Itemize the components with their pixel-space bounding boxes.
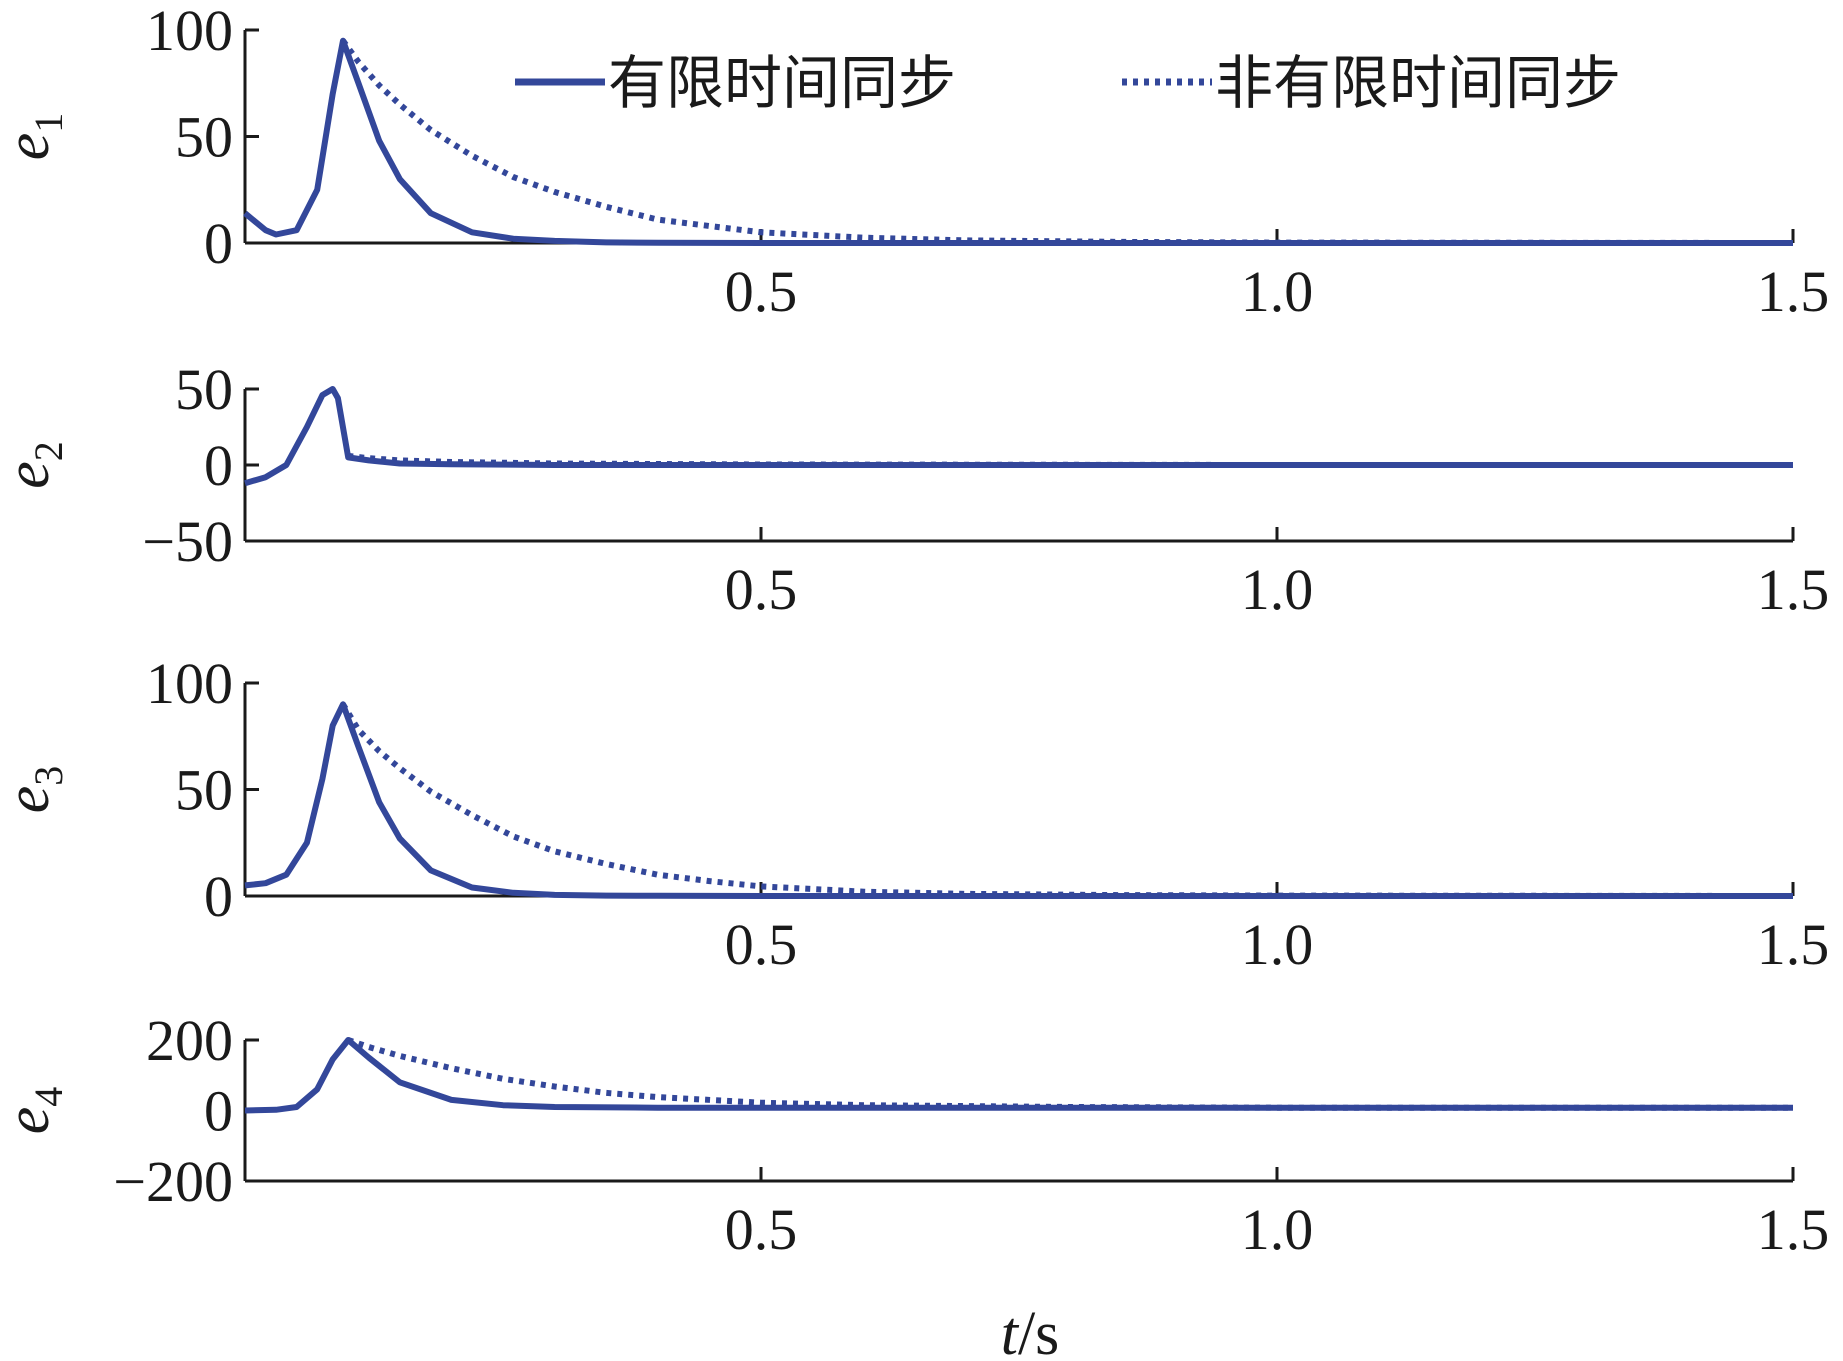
y-tick-label: 100 [146, 0, 233, 63]
panel-1: 0 50 100 0.5 1.0 1.5 e1 [0, 0, 1829, 324]
series-line-finite [243, 37, 1793, 246]
x-axis-label: t/s [1001, 1300, 1060, 1361]
y-tick-label: 0 [204, 211, 233, 276]
y-tick-label: 50 [175, 105, 233, 170]
series-line-finite [244, 1037, 1793, 1114]
y-axis-label: e2 [0, 441, 71, 489]
y-axis-label-subscript: 3 [26, 766, 71, 786]
y-axis-label-symbol: e [0, 786, 62, 814]
y-tick-label: −50 [142, 509, 233, 574]
x-tick-label: 1.0 [1241, 259, 1314, 324]
legend-label-nonfinite: 非有限时间同步 [1215, 49, 1621, 117]
panel-2: −50 0 50 0.5 1.0 1.5 e2 [0, 357, 1829, 622]
y-axis-label-symbol: e [0, 133, 62, 161]
y-tick-label: 0 [204, 1079, 233, 1144]
y-axis-label-symbol: e [0, 461, 62, 489]
y-axis-label-symbol: e [0, 1107, 62, 1135]
series-line-nonfinite [347, 1037, 1793, 1111]
y-axis-label-subscript: 2 [26, 441, 71, 461]
y-tick-label: −200 [113, 1149, 233, 1214]
panel-3: 0 50 100 0.5 1.0 1.5 e3 [0, 651, 1829, 977]
y-axis-label: e1 [0, 113, 71, 161]
y-tick-label: 50 [175, 758, 233, 823]
x-tick-label: 1.5 [1757, 912, 1830, 977]
x-tick-label: 1.0 [1241, 557, 1314, 622]
series-line-nonfinite [340, 702, 1794, 899]
y-axis-label: e4 [0, 1087, 71, 1135]
legend: 有限时间同步 非有限时间同步 [515, 49, 1621, 117]
y-axis-label-subscript: 4 [26, 1087, 71, 1107]
x-tick-label: 1.5 [1757, 557, 1830, 622]
x-tick-label: 1.0 [1241, 912, 1314, 977]
x-tick-label: 1.5 [1757, 1197, 1830, 1262]
x-tick-label: 1.5 [1757, 259, 1830, 324]
legend-label-finite: 有限时间同步 [608, 49, 956, 117]
series-line-finite [244, 386, 1793, 487]
x-axis-label-unit: /s [1018, 1300, 1059, 1361]
y-tick-label: 50 [175, 357, 233, 422]
x-axis-label-t: t [1001, 1300, 1020, 1361]
x-tick-label: 0.5 [725, 557, 798, 622]
x-tick-label: 0.5 [725, 912, 798, 977]
y-tick-label: 200 [146, 1008, 233, 1073]
x-tick-label: 1.0 [1241, 1197, 1314, 1262]
y-tick-label: 0 [204, 864, 233, 929]
y-axis-label-subscript: 1 [26, 113, 71, 133]
y-axis-label: e3 [0, 766, 71, 814]
y-tick-label: 0 [204, 433, 233, 498]
x-tick-label: 0.5 [725, 259, 798, 324]
series-line-finite [244, 701, 1793, 899]
y-tick-label: 100 [146, 651, 233, 716]
x-tick-label: 0.5 [725, 1197, 798, 1262]
